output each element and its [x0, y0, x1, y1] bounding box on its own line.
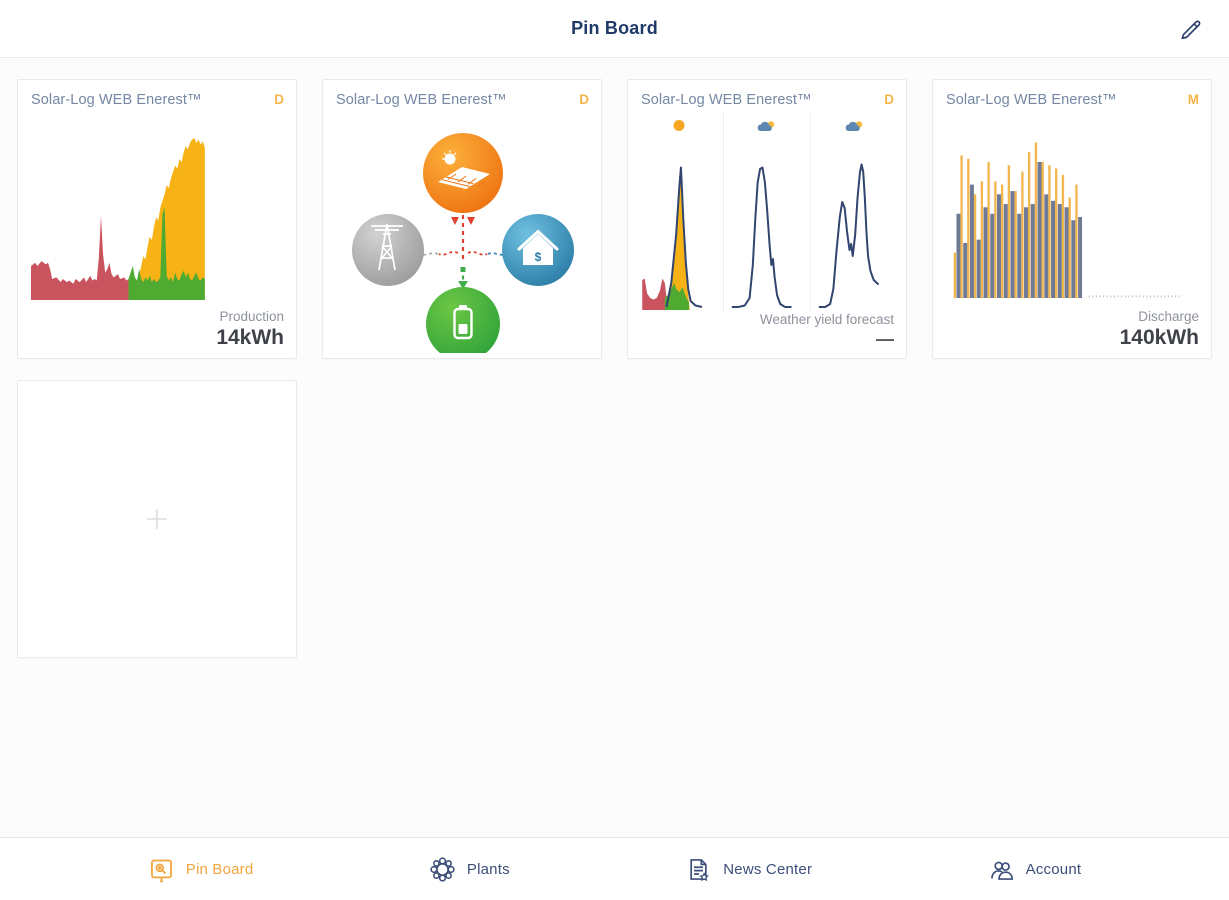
energy-flow-diagram: $ — [352, 133, 574, 353]
edit-pinboard-button[interactable] — [1175, 14, 1205, 44]
nav-item-news-center[interactable]: News Center — [679, 852, 818, 887]
discharge-chart — [953, 142, 1182, 298]
forecast-chart-tomorrow — [727, 160, 808, 310]
card-title: Solar-Log WEB Enerest™ — [31, 92, 202, 108]
cloud-sun-icon — [757, 120, 777, 139]
interval-badge: D — [884, 92, 894, 107]
nav-label: Account — [1025, 860, 1082, 878]
cloud-sun-icon — [845, 120, 865, 139]
card-footer: Production 14kWh — [216, 309, 284, 350]
interval-badge: D — [579, 92, 589, 107]
pencil-icon — [1181, 20, 1201, 40]
nav-item-plants[interactable]: Plants — [423, 852, 516, 887]
widget-card-discharge[interactable]: Solar-Log WEB Enerest™ M Discharge 140kW… — [932, 79, 1212, 359]
interval-badge: D — [274, 92, 284, 107]
forecast-panel-tomorrow — [722, 112, 811, 312]
footer-value: 14kWh — [216, 326, 284, 349]
footer-value: 140kWh — [1119, 326, 1199, 349]
footer-label: Discharge — [1138, 309, 1199, 324]
forecast-panel-today — [636, 112, 723, 312]
svg-text:$: $ — [535, 250, 542, 264]
account-icon — [990, 861, 1013, 880]
forecast-chart-day-after — [814, 160, 895, 310]
widget-card-weather-forecast[interactable]: Solar-Log WEB Enerest™ D — [627, 79, 907, 359]
forecast-chart-today — [642, 160, 720, 310]
plants-icon — [430, 856, 455, 882]
footer-label: Production — [219, 309, 284, 324]
footer-value: — — [876, 329, 894, 349]
widget-card-energy-flow[interactable]: Solar-Log WEB Enerest™ D — [322, 79, 602, 359]
solar-panel-icon — [423, 133, 503, 213]
pin-board-content: Solar-Log WEB Enerest™ D Production 14kW… — [0, 57, 1229, 838]
card-footer: Weather yield forecast — — [760, 312, 894, 350]
card-title: Solar-Log WEB Enerest™ — [641, 92, 812, 108]
widget-card-production[interactable]: Solar-Log WEB Enerest™ D Production 14kW… — [17, 79, 297, 359]
nav-item-pin-board[interactable]: Pin Board — [142, 852, 260, 887]
nav-label: Plants — [466, 860, 510, 878]
nav-label: Pin Board — [185, 860, 254, 878]
card-grid: Solar-Log WEB Enerest™ D Production 14kW… — [0, 57, 1229, 660]
pin-board-icon — [150, 859, 172, 882]
plus-icon — [147, 509, 167, 529]
house-icon: $ — [502, 214, 574, 286]
page-title: Pin Board — [571, 18, 658, 38]
production-chart — [31, 138, 205, 300]
app-header: Pin Board — [0, 0, 1229, 58]
forecast-panels — [636, 112, 898, 312]
interval-badge: M — [1187, 92, 1199, 107]
forecast-panel-day-after — [810, 112, 898, 312]
grid-tower-icon — [352, 214, 424, 286]
add-widget-card[interactable] — [17, 380, 297, 658]
sun-icon — [673, 120, 685, 131]
nav-item-account[interactable]: Account — [982, 852, 1088, 887]
card-footer: Discharge 140kWh — [1120, 309, 1199, 350]
news-center-icon — [690, 858, 710, 881]
footer-label: Weather yield forecast — [759, 312, 894, 327]
card-title: Solar-Log WEB Enerest™ — [336, 92, 507, 108]
card-title: Solar-Log WEB Enerest™ — [946, 92, 1117, 108]
battery-icon — [426, 287, 500, 353]
nav-label: News Center — [723, 860, 813, 878]
bottom-navigation: Pin Board Plants News Center Account — [0, 837, 1229, 900]
